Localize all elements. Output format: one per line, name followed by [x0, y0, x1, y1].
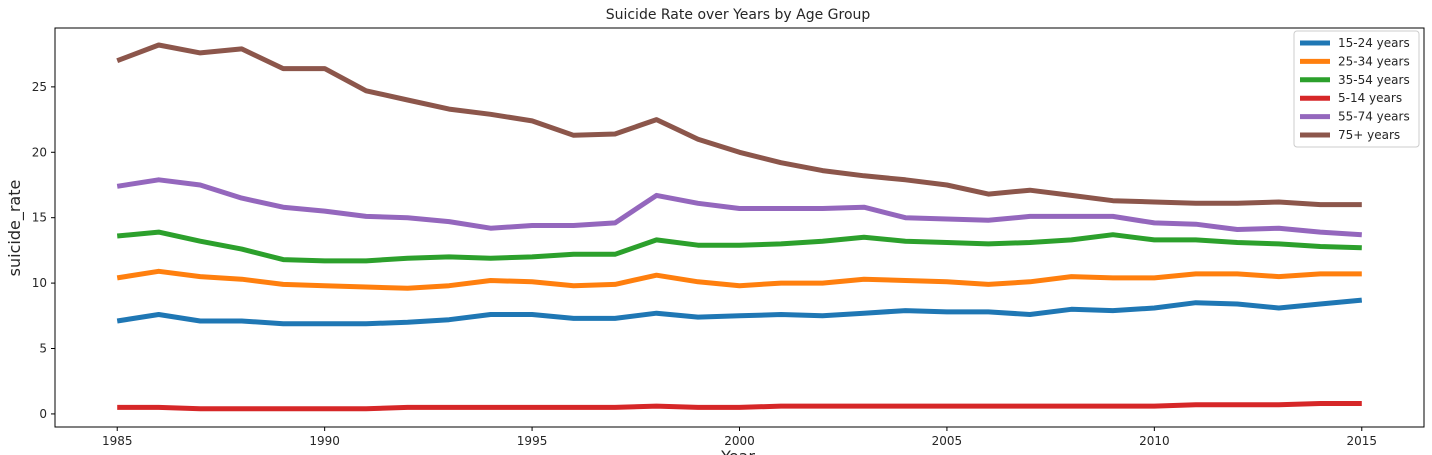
legend-label: 55-74 years: [1338, 110, 1410, 124]
y-tick-label: 15: [32, 211, 47, 225]
legend-label: 25-34 years: [1338, 54, 1410, 68]
plot-area: [54, 27, 1425, 428]
x-axis: 1985 1990 1995 2000 2005 2010 2015: [102, 427, 1377, 448]
x-tick-label: 2000: [724, 434, 755, 448]
legend-label: 15-24 years: [1338, 36, 1410, 50]
series-line-5-14-years: [117, 401, 1362, 412]
legend-label: 5-14 years: [1338, 91, 1402, 105]
x-tick-label: 2010: [1139, 434, 1170, 448]
y-tick-label: 10: [32, 276, 47, 290]
x-tick-label: 1990: [309, 434, 340, 448]
legend-label: 35-54 years: [1338, 73, 1410, 87]
y-axis: 0 5 10 15 20 25: [32, 80, 55, 421]
series-line-35-54-years: [116, 229, 1362, 264]
x-tick-label: 2015: [1346, 434, 1377, 448]
series-line-25-34-years: [116, 268, 1362, 291]
y-tick-label: 20: [32, 145, 47, 159]
series-lines: [116, 42, 1363, 412]
legend-label: 75+ years: [1338, 128, 1400, 142]
y-tick-label: 25: [32, 80, 47, 94]
legend: 15-24 years 25-34 years 35-54 years 5-14 ye…: [1293, 30, 1420, 148]
series-line-15-24-years: [116, 297, 1363, 327]
chart-title: Suicide Rate over Years by Age Group: [606, 7, 871, 23]
x-tick-label: 1985: [102, 434, 133, 448]
y-tick-label: 5: [39, 342, 47, 356]
y-tick-label: 0: [39, 407, 47, 421]
series-line-55-74-years: [116, 177, 1362, 238]
x-axis-label: Year: [720, 447, 755, 455]
x-tick-label: 1995: [517, 434, 548, 448]
series-line-75-years: [116, 42, 1362, 208]
y-axis-label: suicide_rate: [5, 180, 25, 277]
x-tick-label: 2005: [932, 434, 963, 448]
